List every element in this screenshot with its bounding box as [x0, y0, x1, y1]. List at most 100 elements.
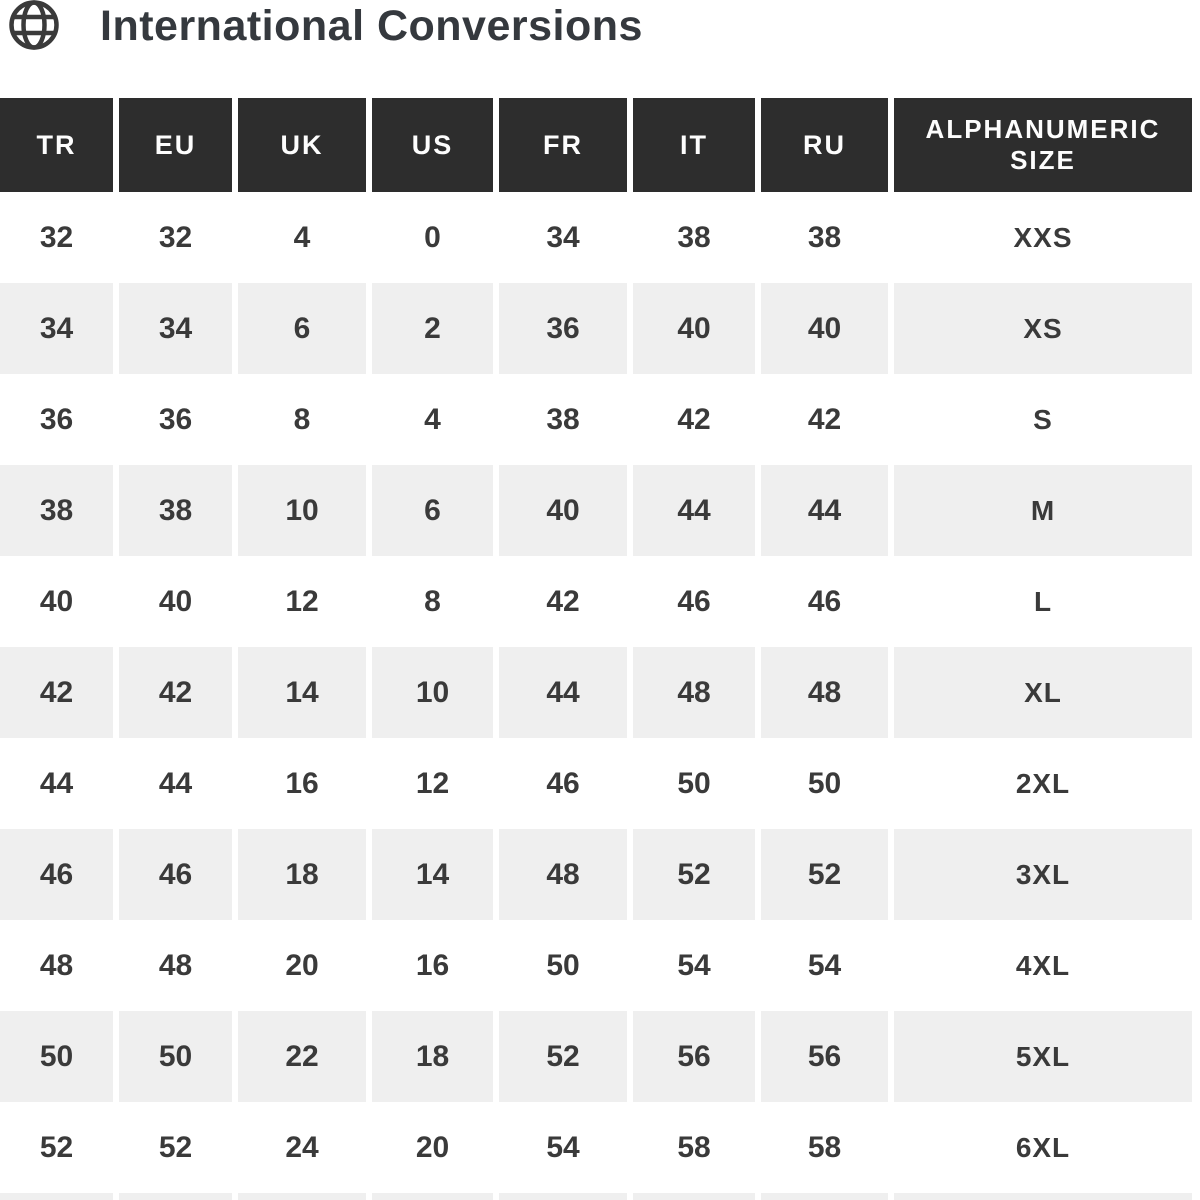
cell-alphanumeric_size: 5XL: [888, 1011, 1192, 1102]
cell-alphanumeric_size: 3XL: [888, 829, 1192, 920]
cell-fr: 46: [493, 738, 627, 829]
table-row-clipped: [0, 1193, 1192, 1200]
empty-cell: [493, 1193, 627, 1200]
cell-tr: 50: [0, 1011, 113, 1102]
cell-us: 8: [366, 556, 493, 647]
cell-it: 52: [627, 829, 755, 920]
table-row: 36 36 8 4 38 42 42 S: [0, 374, 1192, 465]
cell-it: 58: [627, 1102, 755, 1193]
cell-us: 18: [366, 1011, 493, 1102]
cell-eu: 36: [113, 374, 232, 465]
cell-ru: 58: [755, 1102, 888, 1193]
cell-us: 10: [366, 647, 493, 738]
cell-ru: 52: [755, 829, 888, 920]
cell-tr: 44: [0, 738, 113, 829]
cell-eu: 52: [113, 1102, 232, 1193]
table-row: 38 38 10 6 40 44 44 M: [0, 465, 1192, 556]
cell-tr: 36: [0, 374, 113, 465]
table-row: 40 40 12 8 42 46 46 L: [0, 556, 1192, 647]
cell-us: 14: [366, 829, 493, 920]
table-row: 46 46 18 14 48 52 52 3XL: [0, 829, 1192, 920]
table-row: 52 52 24 20 54 58 58 6XL: [0, 1102, 1192, 1193]
cell-it: 54: [627, 920, 755, 1011]
cell-uk: 12: [232, 556, 366, 647]
cell-eu: 42: [113, 647, 232, 738]
column-header-uk: UK: [232, 98, 366, 192]
cell-ru: 56: [755, 1011, 888, 1102]
cell-uk: 10: [232, 465, 366, 556]
cell-ru: 46: [755, 556, 888, 647]
column-header-tr: TR: [0, 98, 113, 192]
cell-tr: 52: [0, 1102, 113, 1193]
page-title: International Conversions: [100, 2, 643, 50]
cell-fr: 52: [493, 1011, 627, 1102]
cell-fr: 50: [493, 920, 627, 1011]
cell-fr: 42: [493, 556, 627, 647]
cell-eu: 44: [113, 738, 232, 829]
cell-tr: 32: [0, 192, 113, 283]
cell-ru: 38: [755, 192, 888, 283]
table-body: 32 32 4 0 34 38 38 XXS 34 34 6 2 36 40 40 XS 36 36 8 4 38 42 4…: [0, 192, 1192, 1200]
table-row: 32 32 4 0 34 38 38 XXS: [0, 192, 1192, 283]
column-header-us: US: [366, 98, 493, 192]
cell-tr: 34: [0, 283, 113, 374]
cell-us: 2: [366, 283, 493, 374]
cell-uk: 6: [232, 283, 366, 374]
cell-it: 40: [627, 283, 755, 374]
empty-cell: [888, 1193, 1192, 1200]
cell-alphanumeric_size: 4XL: [888, 920, 1192, 1011]
cell-us: 12: [366, 738, 493, 829]
cell-ru: 42: [755, 374, 888, 465]
cell-alphanumeric_size: S: [888, 374, 1192, 465]
column-header-fr: FR: [493, 98, 627, 192]
cell-it: 48: [627, 647, 755, 738]
cell-ru: 40: [755, 283, 888, 374]
column-header-eu: EU: [113, 98, 232, 192]
cell-alphanumeric_size: L: [888, 556, 1192, 647]
cell-tr: 40: [0, 556, 113, 647]
empty-cell: [113, 1193, 232, 1200]
table-row: 50 50 22 18 52 56 56 5XL: [0, 1011, 1192, 1102]
empty-cell: [627, 1193, 755, 1200]
cell-eu: 46: [113, 829, 232, 920]
cell-ru: 54: [755, 920, 888, 1011]
cell-tr: 48: [0, 920, 113, 1011]
cell-uk: 4: [232, 192, 366, 283]
cell-alphanumeric_size: XL: [888, 647, 1192, 738]
cell-it: 42: [627, 374, 755, 465]
table-row: 44 44 16 12 46 50 50 2XL: [0, 738, 1192, 829]
cell-eu: 38: [113, 465, 232, 556]
cell-us: 16: [366, 920, 493, 1011]
cell-us: 6: [366, 465, 493, 556]
page-header: International Conversions: [0, 0, 1200, 98]
empty-cell: [366, 1193, 493, 1200]
cell-alphanumeric_size: M: [888, 465, 1192, 556]
cell-us: 0: [366, 192, 493, 283]
cell-fr: 34: [493, 192, 627, 283]
cell-fr: 54: [493, 1102, 627, 1193]
cell-it: 46: [627, 556, 755, 647]
cell-uk: 16: [232, 738, 366, 829]
empty-cell: [0, 1193, 113, 1200]
cell-it: 56: [627, 1011, 755, 1102]
globe-icon: [8, 0, 60, 54]
column-header-it: IT: [627, 98, 755, 192]
cell-eu: 50: [113, 1011, 232, 1102]
column-header-alphanumeric_size: ALPHANUMERIC SIZE: [888, 98, 1192, 192]
cell-eu: 34: [113, 283, 232, 374]
size-conversion-table: TR EU UK US FR IT RU ALPHANUMERIC SIZE 32 32 4 0 34…: [0, 98, 1192, 1200]
column-header-ru: RU: [755, 98, 888, 192]
cell-it: 38: [627, 192, 755, 283]
cell-tr: 42: [0, 647, 113, 738]
empty-cell: [232, 1193, 366, 1200]
cell-uk: 8: [232, 374, 366, 465]
cell-ru: 48: [755, 647, 888, 738]
cell-us: 4: [366, 374, 493, 465]
cell-fr: 44: [493, 647, 627, 738]
cell-alphanumeric_size: XXS: [888, 192, 1192, 283]
cell-uk: 18: [232, 829, 366, 920]
cell-tr: 46: [0, 829, 113, 920]
cell-fr: 36: [493, 283, 627, 374]
cell-fr: 48: [493, 829, 627, 920]
table-row: 48 48 20 16 50 54 54 4XL: [0, 920, 1192, 1011]
